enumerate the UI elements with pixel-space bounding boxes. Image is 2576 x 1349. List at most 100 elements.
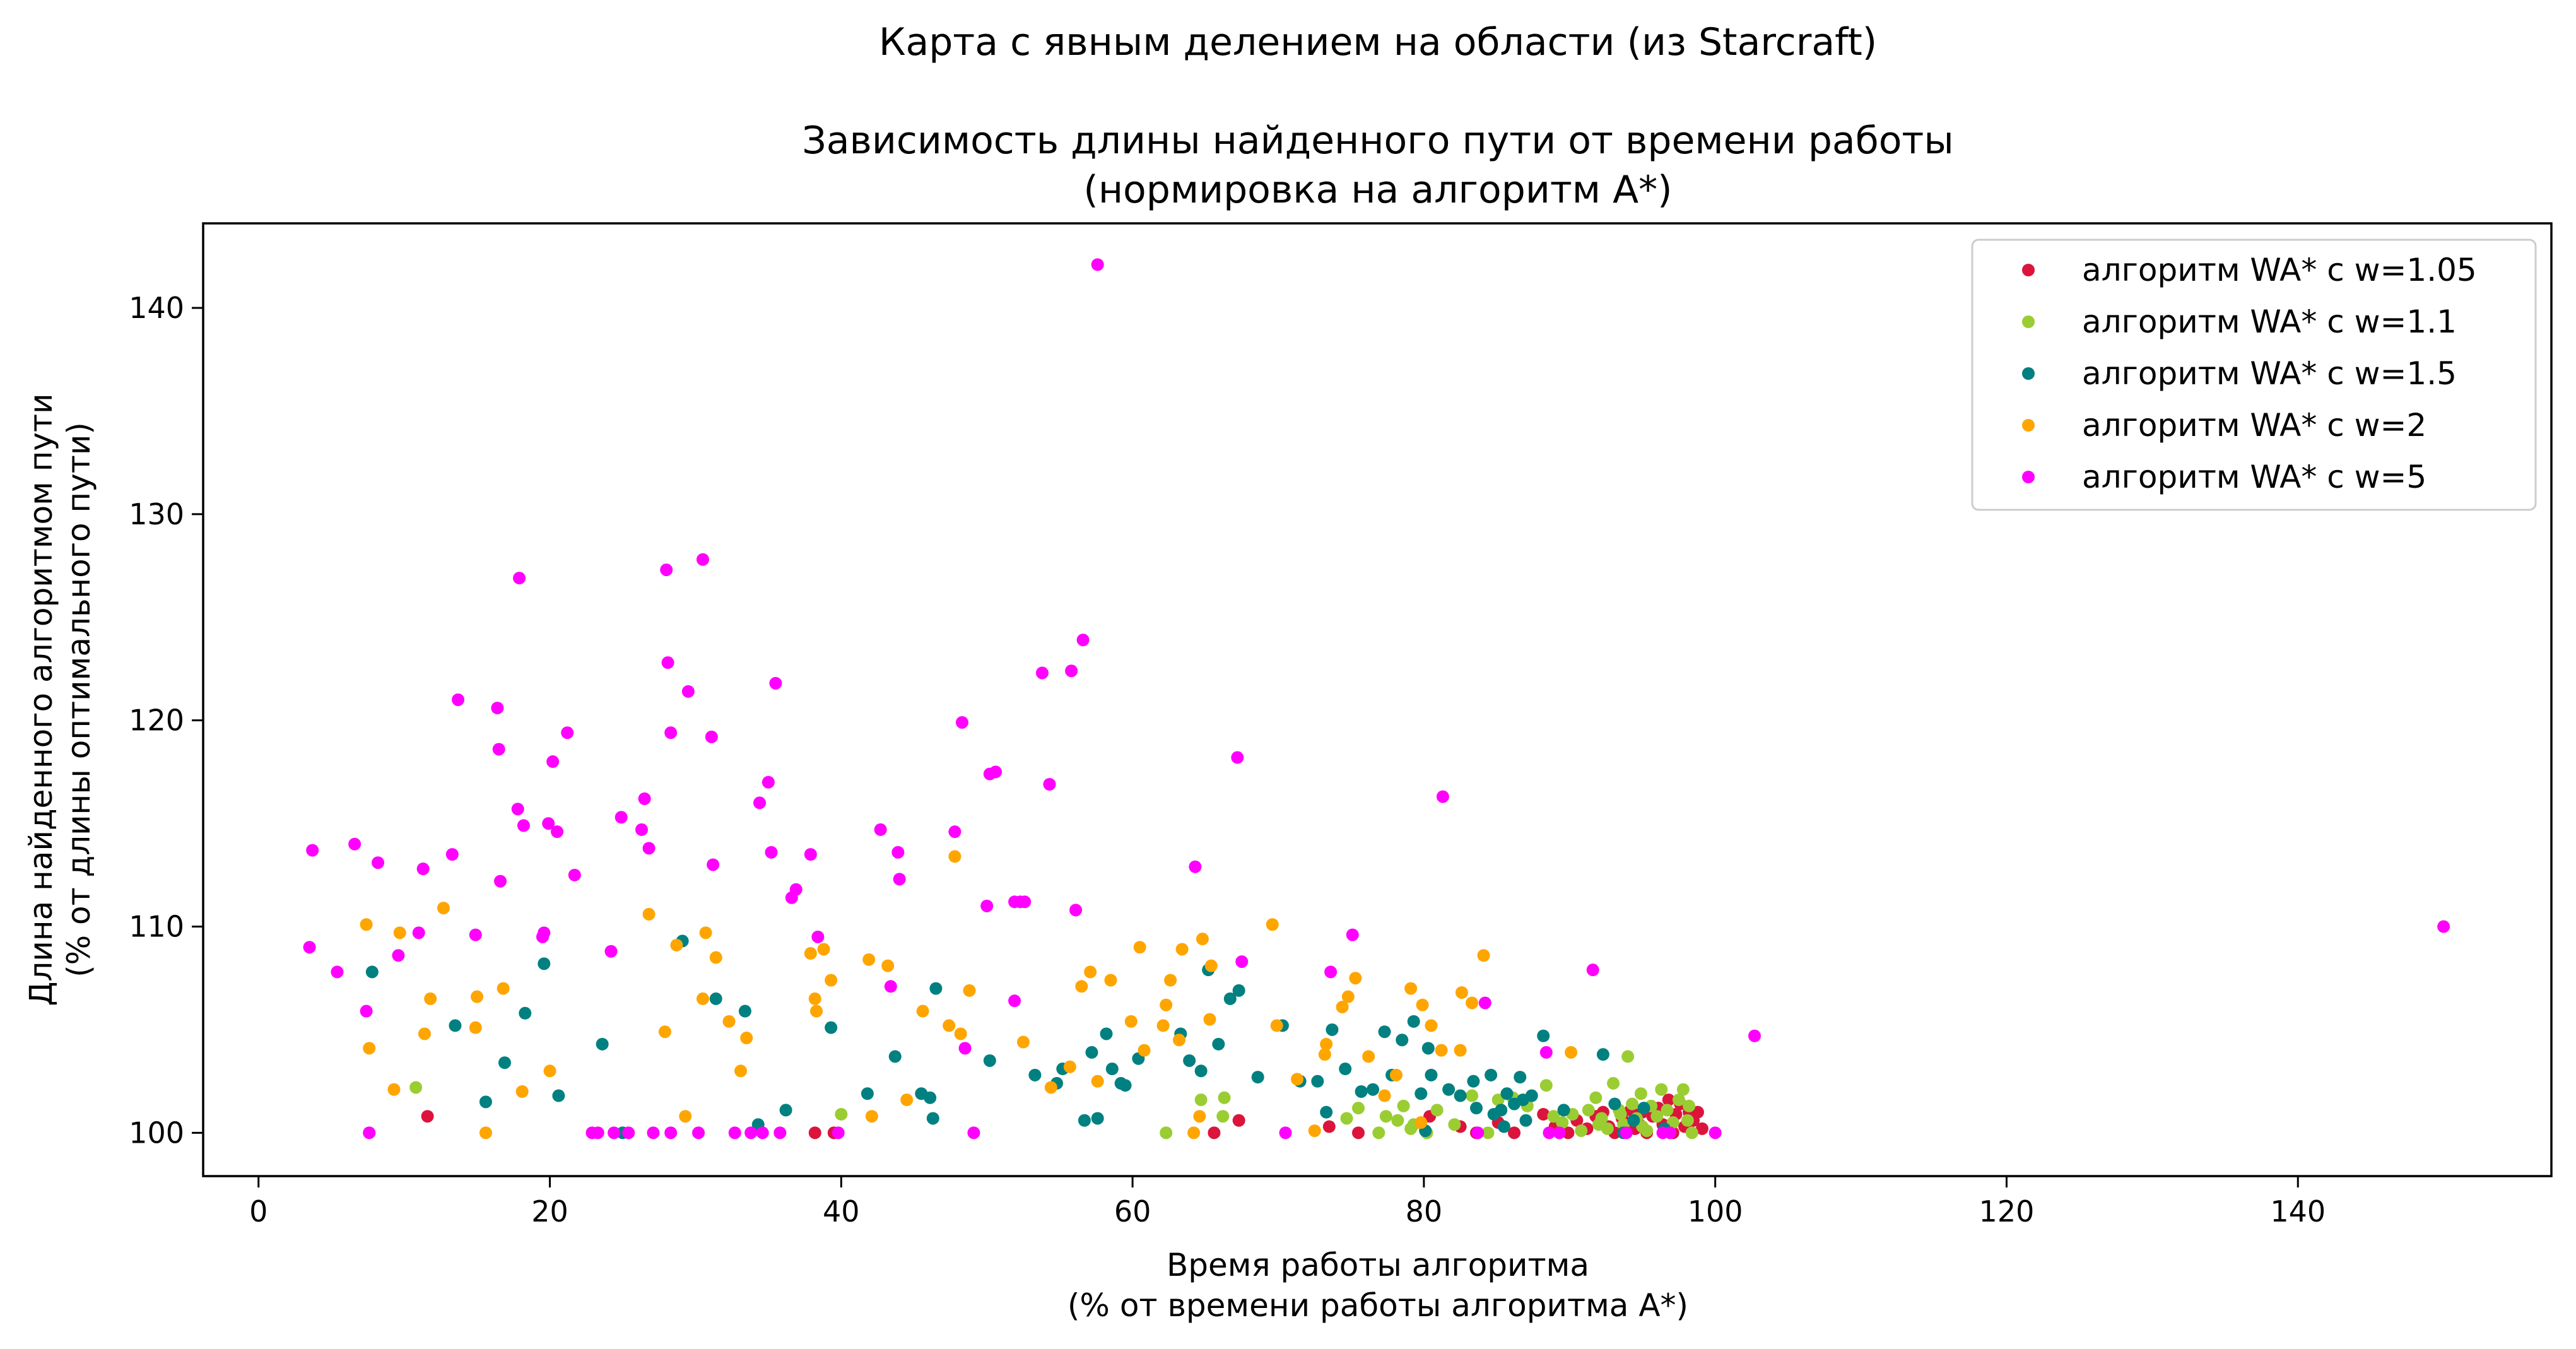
data-point <box>1084 965 1097 979</box>
data-point <box>1672 1093 1685 1107</box>
legend-label: алгоритм WA* с w=2 <box>2082 407 2426 444</box>
data-point <box>808 1126 821 1140</box>
data-point <box>348 837 362 851</box>
data-point <box>1203 1013 1216 1026</box>
data-point <box>1232 1114 1245 1127</box>
legend-marker <box>2022 264 2035 276</box>
data-point <box>692 1126 705 1140</box>
data-point <box>1478 996 1491 1010</box>
y-axis-label-line-1: Длина найденного алгоритмом пути <box>23 393 59 1006</box>
data-point <box>1324 965 1338 979</box>
y-tick-label: 100 <box>129 1116 184 1150</box>
data-point <box>469 1021 482 1034</box>
data-point <box>1454 1089 1467 1102</box>
data-point <box>1119 1079 1132 1092</box>
data-point <box>1683 1099 1696 1112</box>
data-point <box>1351 1126 1365 1140</box>
data-point <box>804 848 817 861</box>
data-point <box>707 858 720 871</box>
data-point <box>1194 1093 1208 1107</box>
data-point <box>424 992 437 1005</box>
data-point <box>1709 1126 1722 1140</box>
data-point <box>1414 1116 1428 1129</box>
data-point <box>1124 1015 1138 1028</box>
data-point <box>543 1064 556 1078</box>
data-point <box>1448 1118 1461 1131</box>
scatter-points <box>303 258 2450 1140</box>
data-point <box>365 965 379 979</box>
data-point <box>452 693 465 706</box>
y-axis-label-line-2: (% от длины оптимального пути) <box>61 422 97 977</box>
data-point <box>1470 1102 1483 1115</box>
data-point <box>1485 1068 1498 1081</box>
data-point <box>1235 955 1249 969</box>
data-point <box>306 844 319 857</box>
legend-box <box>1971 239 2537 511</box>
data-point <box>811 930 825 943</box>
data-point <box>494 875 507 888</box>
data-point <box>608 1126 621 1140</box>
data-point <box>1339 1063 1352 1076</box>
data-point <box>1608 1097 1621 1110</box>
data-point <box>948 825 962 839</box>
data-point <box>638 792 651 805</box>
data-point <box>1416 998 1429 1011</box>
x-axis-label-line-1: Время работы алгоритма <box>1167 1247 1589 1283</box>
data-point <box>363 1126 376 1140</box>
data-point <box>753 796 767 810</box>
data-point <box>1537 1107 1550 1121</box>
data-point <box>387 1083 401 1096</box>
data-point <box>491 702 504 715</box>
data-point <box>762 775 775 789</box>
data-point <box>1582 1104 1595 1117</box>
legend-label: алгоритм WA* с w=1.1 <box>2082 303 2457 340</box>
data-point <box>591 1126 604 1140</box>
data-point <box>1367 1083 1380 1096</box>
data-point <box>1685 1126 1698 1140</box>
data-point <box>1196 933 1209 946</box>
y-tick-label: 140 <box>129 291 184 325</box>
data-point <box>1614 1107 1627 1121</box>
data-point <box>1349 972 1362 985</box>
data-point <box>756 1126 769 1140</box>
series-points <box>409 1050 1698 1140</box>
data-point <box>1223 992 1237 1005</box>
data-point <box>881 959 895 972</box>
x-axis-ticks: 0 20 40 60 80 100 120 140 <box>249 1176 2326 1228</box>
data-point <box>1372 1126 1385 1140</box>
data-point <box>825 974 838 987</box>
data-point <box>546 755 560 769</box>
data-point <box>963 984 976 997</box>
data-point <box>517 819 530 832</box>
data-point <box>1421 1042 1435 1055</box>
data-point <box>331 965 344 979</box>
data-point <box>769 676 782 690</box>
data-point <box>1556 1116 1569 1129</box>
data-point <box>479 1095 492 1109</box>
data-point <box>1340 1112 1353 1125</box>
data-point <box>568 868 581 881</box>
data-point <box>1085 1046 1098 1059</box>
data-point <box>1627 1114 1640 1127</box>
data-point <box>1467 1075 1480 1088</box>
data-point <box>303 941 316 954</box>
data-point <box>967 1126 980 1140</box>
data-point <box>1497 1120 1510 1133</box>
data-point <box>1194 1064 1208 1078</box>
data-point <box>1543 1126 1556 1140</box>
data-point <box>1322 1120 1336 1133</box>
data-point <box>728 1126 741 1140</box>
data-point <box>1636 1120 1649 1133</box>
data-point <box>1516 1093 1529 1107</box>
data-point <box>1044 1081 1057 1094</box>
y-tick-label: 120 <box>129 704 184 738</box>
data-point <box>679 1110 692 1123</box>
data-point <box>1018 895 1032 909</box>
data-point <box>492 743 505 756</box>
data-point <box>1397 1099 1410 1112</box>
data-point <box>372 856 385 869</box>
data-point <box>1362 1050 1375 1063</box>
data-point <box>642 842 656 855</box>
data-point <box>1695 1122 1709 1135</box>
data-point <box>1436 790 1449 803</box>
